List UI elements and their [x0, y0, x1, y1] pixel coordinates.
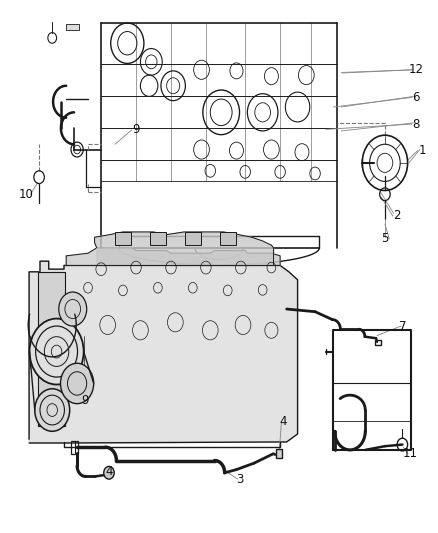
Polygon shape — [95, 232, 274, 265]
Bar — [276, 449, 283, 458]
Circle shape — [60, 364, 94, 403]
Bar — [185, 232, 201, 245]
Bar — [150, 232, 166, 245]
Circle shape — [104, 466, 114, 479]
Bar — [220, 232, 236, 245]
Polygon shape — [66, 248, 280, 265]
Text: 4: 4 — [280, 415, 287, 428]
Text: 12: 12 — [409, 63, 424, 76]
Text: 11: 11 — [403, 447, 418, 460]
Circle shape — [59, 292, 87, 326]
Text: 9: 9 — [81, 394, 88, 407]
Text: 5: 5 — [381, 232, 389, 245]
Text: 8: 8 — [413, 118, 420, 131]
Text: 6: 6 — [413, 91, 420, 104]
Text: 1: 1 — [418, 144, 426, 157]
Text: 3: 3 — [236, 473, 244, 486]
Text: 9: 9 — [132, 123, 140, 136]
Text: 10: 10 — [18, 188, 33, 201]
Text: 2: 2 — [393, 209, 401, 222]
Bar — [115, 232, 131, 245]
Circle shape — [29, 319, 84, 384]
Text: 4: 4 — [105, 465, 113, 478]
Circle shape — [35, 389, 70, 431]
Text: 7: 7 — [399, 320, 407, 333]
Bar — [71, 441, 78, 454]
Polygon shape — [29, 261, 297, 443]
Bar — [66, 23, 79, 30]
Bar — [375, 340, 381, 345]
Polygon shape — [38, 272, 65, 426]
